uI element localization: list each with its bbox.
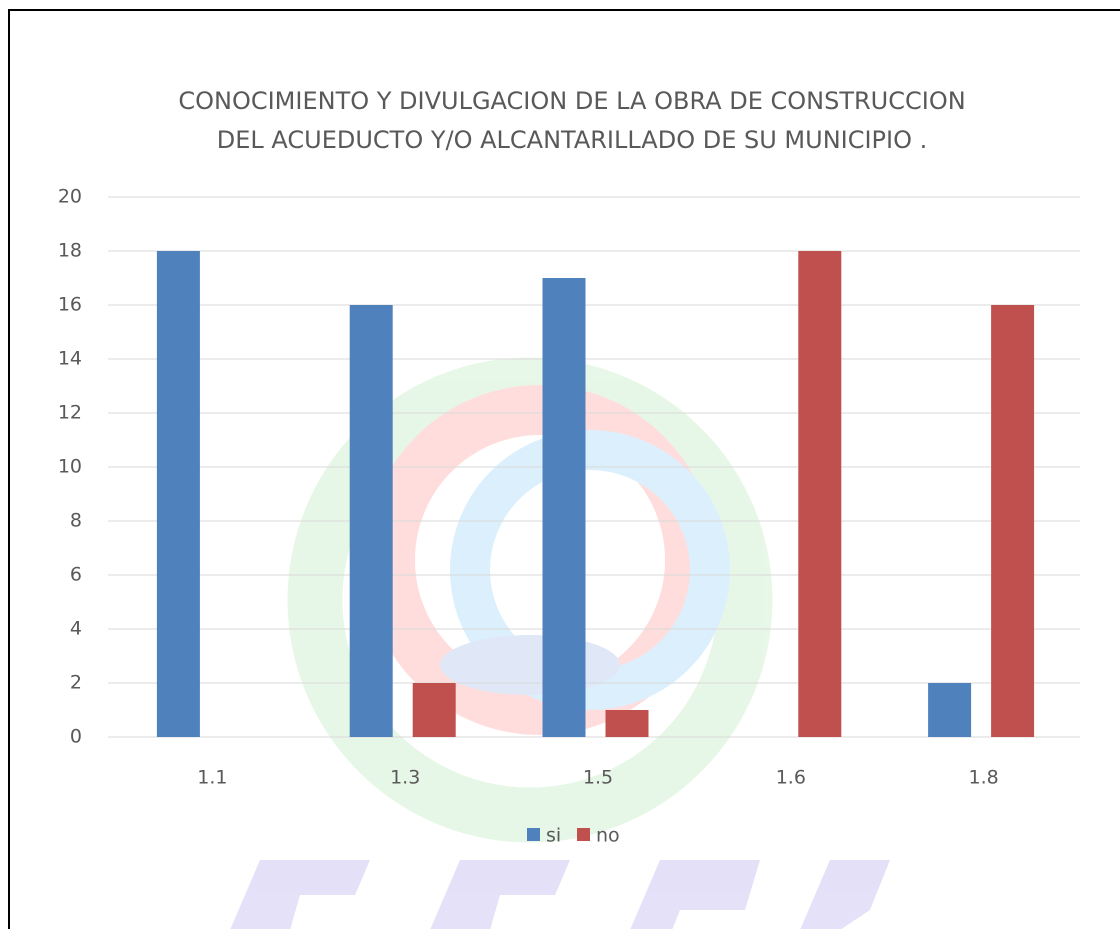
x-tick-label: 1.6 bbox=[776, 767, 806, 789]
y-tick-label: 18 bbox=[58, 240, 82, 262]
legend-swatch bbox=[527, 828, 540, 841]
chart-title: CONOCIMIENTO Y DIVULGACION DE LA OBRA DE… bbox=[178, 87, 965, 115]
legend-label: si bbox=[546, 825, 561, 847]
y-tick-label: 2 bbox=[70, 672, 82, 694]
y-tick-label: 8 bbox=[70, 510, 82, 532]
watermark-ring bbox=[450, 430, 730, 710]
bar bbox=[605, 710, 649, 737]
y-tick-label: 16 bbox=[58, 294, 82, 316]
bar bbox=[928, 683, 972, 737]
watermark-ring bbox=[287, 357, 773, 843]
x-tick-label: 1.5 bbox=[583, 767, 613, 789]
y-tick-label: 20 bbox=[58, 186, 82, 208]
bar bbox=[412, 683, 456, 737]
x-tick-label: 1.1 bbox=[197, 767, 227, 789]
y-tick-label: 12 bbox=[58, 402, 82, 424]
y-tick-label: 10 bbox=[58, 456, 82, 478]
watermark-drop bbox=[440, 635, 620, 695]
chart-title: DEL ACUEDUCTO Y/O ALCANTARILLADO DE SU M… bbox=[217, 126, 928, 154]
legend-swatch bbox=[577, 828, 590, 841]
bar bbox=[991, 305, 1035, 737]
x-tick-label: 1.8 bbox=[968, 767, 998, 789]
bar bbox=[798, 251, 842, 737]
y-tick-label: 4 bbox=[70, 618, 82, 640]
bar bbox=[542, 278, 586, 737]
legend-label: no bbox=[596, 825, 620, 847]
bar bbox=[349, 305, 393, 737]
bar bbox=[156, 251, 200, 737]
y-tick-label: 6 bbox=[70, 564, 82, 586]
x-tick-label: 1.3 bbox=[390, 767, 420, 789]
y-tick-label: 14 bbox=[58, 348, 82, 370]
watermark-letters bbox=[230, 860, 890, 929]
y-tick-label: 0 bbox=[70, 726, 82, 748]
